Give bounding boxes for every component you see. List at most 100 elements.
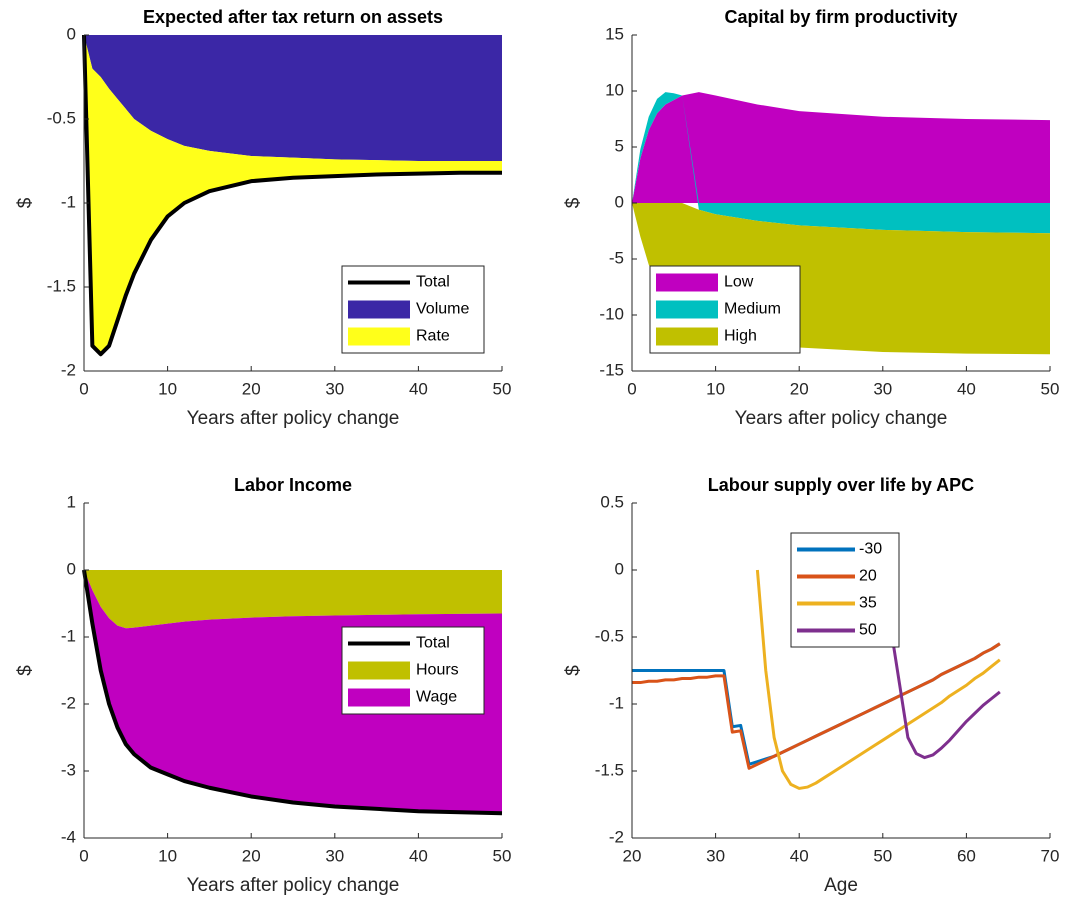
line (632, 642, 1001, 770)
legend-label: High (724, 328, 757, 345)
area (84, 35, 502, 161)
y-tick-label: -1.5 (595, 760, 624, 779)
x-tick-label: 10 (158, 846, 177, 865)
x-tick-label: 10 (158, 379, 177, 398)
y-tick-label: -15 (599, 360, 624, 379)
x-tick-label: 60 (957, 846, 976, 865)
legend: Total Volume Rate (341, 265, 485, 354)
x-tick-label: 40 (409, 846, 428, 865)
x-tick-label: 20 (623, 846, 642, 865)
y-tick-label: -5 (609, 248, 624, 267)
x-tick-label: 0 (627, 379, 636, 398)
area (84, 35, 502, 355)
y-tick-label: -4 (61, 827, 76, 846)
y-tick-label: -2 (61, 693, 76, 712)
legend-label: Wage (416, 689, 457, 706)
y-tick-label: -0.5 (47, 108, 76, 127)
y-axis-label: $ (15, 665, 36, 676)
x-tick-label: 50 (493, 379, 512, 398)
x-axis-label: Age (824, 875, 858, 896)
x-tick-label: 0 (79, 379, 88, 398)
line (82, 34, 502, 357)
area (632, 92, 1050, 203)
x-tick-label: 20 (790, 379, 809, 398)
y-tick-label: -2 (61, 360, 76, 379)
y-tick-label: 1 (67, 492, 76, 511)
x-tick-label: 30 (325, 846, 344, 865)
legend-swatch (348, 688, 410, 707)
y-tick-label: -1 (61, 626, 76, 645)
x-axis-label: Years after policy change (735, 408, 948, 429)
subplot: 20 30 40 50 60 70 -2 -1.5 -1 -0.5 0 0.5 Labour suppl… (563, 475, 1059, 896)
legend-label: 20 (859, 568, 877, 585)
x-tick-label: 20 (242, 379, 261, 398)
y-tick-label: -0.5 (595, 626, 624, 645)
x-tick-label: 50 (873, 846, 892, 865)
subplot: 0 10 20 30 40 50 -4 -3 -2 -1 0 1 Labor Income Years a… (15, 475, 511, 896)
legend-swatch (656, 300, 718, 319)
y-tick-label: 0 (67, 24, 76, 43)
legend-label: Rate (416, 328, 450, 345)
y-axis-label: $ (563, 197, 584, 208)
legend-label: Medium (724, 301, 781, 318)
x-tick-label: 30 (325, 379, 344, 398)
x-axis-label: Years after policy change (187, 875, 400, 896)
x-tick-label: 20 (242, 846, 261, 865)
x-tick-label: 0 (79, 846, 88, 865)
legend-label: Low (724, 274, 754, 291)
x-tick-label: 30 (873, 379, 892, 398)
legend-label: Total (416, 635, 450, 652)
y-tick-label: 0.5 (600, 492, 624, 511)
chart-title: Labor Income (234, 475, 352, 495)
legend-swatch (656, 273, 718, 292)
legend-label: 35 (859, 595, 877, 612)
x-tick-label: 40 (790, 846, 809, 865)
x-tick-label: 30 (706, 846, 725, 865)
legend-label: Total (416, 274, 450, 291)
y-tick-label: -2 (609, 827, 624, 846)
y-tick-label: 0 (615, 192, 624, 211)
x-tick-label: 10 (706, 379, 725, 398)
x-tick-label: 50 (493, 846, 512, 865)
chart-title: Capital by firm productivity (724, 7, 957, 27)
legend-label: Hours (416, 662, 459, 679)
legend-box (790, 532, 900, 648)
legend: Total Hours Wage (341, 626, 485, 715)
y-tick-label: 0 (615, 559, 624, 578)
subplot: 0 10 20 30 40 50 -2 -1.5 -1 -0.5 0 Expected after t… (15, 7, 511, 429)
y-tick-label: -3 (61, 760, 76, 779)
y-tick-label: -1.5 (47, 276, 76, 295)
line (82, 569, 503, 816)
y-tick-label: 10 (605, 80, 624, 99)
legend-swatch (348, 300, 410, 319)
x-tick-label: 50 (1041, 379, 1060, 398)
x-tick-label: 40 (409, 379, 428, 398)
legend: Low Medium High (649, 265, 801, 354)
legend-swatch (656, 327, 718, 346)
x-tick-label: 40 (957, 379, 976, 398)
y-tick-label: -10 (599, 304, 624, 323)
y-axis-label: $ (563, 665, 584, 676)
chart-title: Labour supply over life by APC (708, 475, 974, 495)
legend-label: 50 (859, 622, 877, 639)
x-tick-label: 70 (1041, 846, 1060, 865)
chart-title: Expected after tax return on assets (143, 7, 443, 27)
line (755, 569, 1001, 790)
legend-label: -30 (859, 541, 882, 558)
area (84, 570, 502, 629)
legend-label: Volume (416, 301, 469, 318)
y-tick-label: 15 (605, 24, 624, 43)
x-axis-label: Years after policy change (187, 408, 400, 429)
legend-swatch (348, 327, 410, 346)
subplot: 0 10 20 30 40 50 -15 -10 -5 0 5 10 15 Capital by firm… (563, 7, 1059, 429)
y-tick-label: -1 (609, 693, 624, 712)
area (632, 92, 1050, 234)
legend: -30 20 35 50 (790, 532, 900, 648)
y-tick-label: 0 (67, 559, 76, 578)
y-tick-label: 5 (615, 136, 624, 155)
legend-swatch (348, 661, 410, 680)
line (881, 569, 1001, 760)
y-tick-label: -1 (61, 192, 76, 211)
y-axis-label: $ (15, 197, 36, 208)
